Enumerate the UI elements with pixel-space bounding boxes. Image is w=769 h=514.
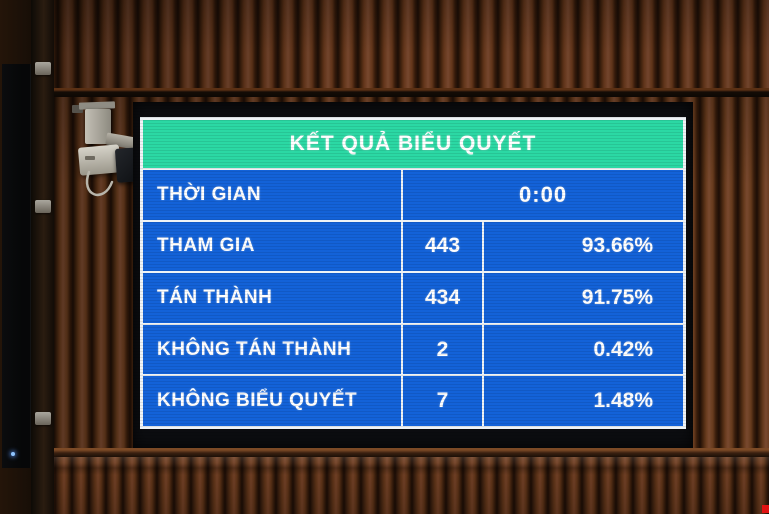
- row-label: KHÔNG BIỂU QUYẾT: [143, 376, 402, 426]
- row-label: KHÔNG TÁN THÀNH: [143, 324, 402, 375]
- led-display-bezel: KẾT QUẢ BIỂU QUYẾT THỜI GIAN 0:00 THAM G…: [133, 102, 693, 448]
- red-watermark-fragment: [762, 505, 769, 513]
- row-label: THỜI GIAN: [143, 170, 402, 220]
- table-row-tan-thanh: TÁN THÀNH 434 91.75%: [143, 273, 683, 323]
- table-row-khong-bieu-quyet: KHÔNG BIỂU QUYẾT 7 1.48%: [143, 376, 683, 426]
- row-label: THAM GIA: [143, 221, 402, 272]
- board-title: KẾT QUẢ BIỂU QUYẾT: [143, 120, 683, 168]
- row-count: 434: [403, 273, 482, 323]
- row-count: 443: [403, 221, 482, 272]
- row-percent: 91.75%: [483, 273, 683, 323]
- wooden-slat-wall-upper: [38, 0, 769, 89]
- wall-ledge-upper: [38, 88, 769, 97]
- door-frame-strip: [31, 0, 54, 514]
- door-hinge-icon: [35, 62, 51, 75]
- camera-cable: [85, 170, 114, 197]
- row-label: TÁN THÀNH: [143, 273, 402, 323]
- wooden-slat-wall-lower: [38, 457, 769, 514]
- voting-results-board: KẾT QUẢ BIỂU QUYẾT THỜI GIAN 0:00 THAM G…: [140, 117, 686, 429]
- wall-ledge-lower: [38, 448, 769, 457]
- table-row-khong-tan-thanh: KHÔNG TÁN THÀNH 2 0.42%: [143, 324, 683, 375]
- row-count: 2: [403, 324, 482, 375]
- row-percent: 1.48%: [483, 376, 683, 426]
- row-count: 7: [403, 376, 482, 426]
- row-percent: 0.42%: [483, 324, 683, 375]
- security-camera: [72, 96, 144, 208]
- camera-mount-arm: [72, 105, 83, 113]
- table-row-tham-gia: THAM GIA 443 93.66%: [143, 221, 683, 272]
- row-percent: 93.66%: [483, 221, 683, 272]
- camera-label-mark: [85, 156, 95, 160]
- time-value: 0:00: [403, 170, 683, 220]
- dark-side-panel: [2, 64, 31, 468]
- table-row-time: THỜI GIAN 0:00: [143, 170, 683, 220]
- panel-led-light: [11, 452, 15, 456]
- door-hinge-icon: [35, 200, 51, 213]
- door-hinge-icon: [35, 412, 51, 425]
